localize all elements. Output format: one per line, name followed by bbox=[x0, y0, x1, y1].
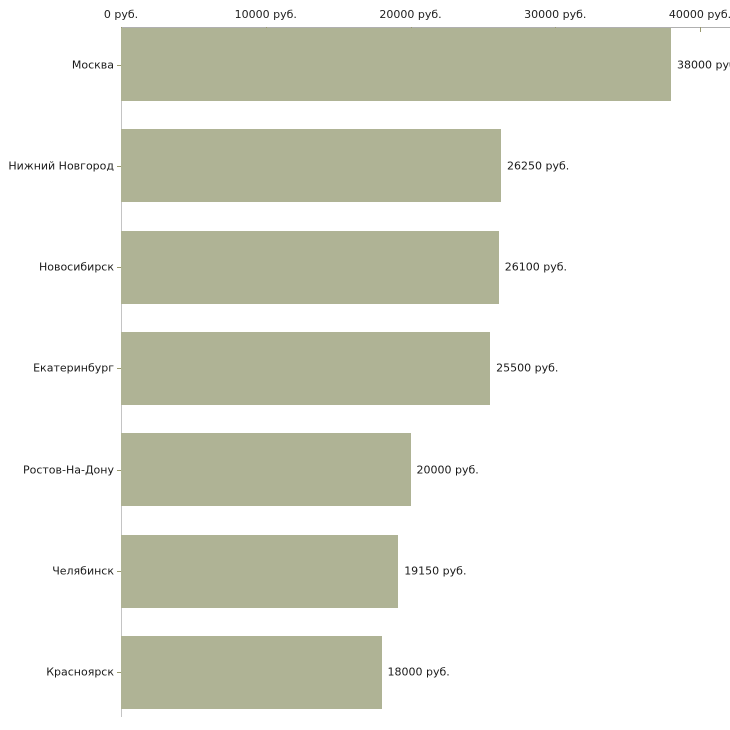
category-label: Ростов-На-Дону bbox=[22, 463, 114, 477]
category-label: Челябинск bbox=[52, 564, 114, 578]
x-tick-label-0: 0 руб. bbox=[103, 8, 139, 21]
category-label: Красноярск bbox=[46, 665, 114, 679]
x-tick-label-4: 40000 руб. bbox=[668, 8, 730, 21]
bar-value-label: 19150 руб. bbox=[404, 564, 467, 578]
x-tick-label-1: 10000 руб. bbox=[234, 8, 297, 21]
bar[interactable] bbox=[121, 129, 501, 203]
bar[interactable] bbox=[121, 635, 382, 709]
bar[interactable] bbox=[121, 534, 399, 608]
bar-value-label: 26100 руб. bbox=[504, 260, 568, 274]
x-tick-4 bbox=[700, 27, 701, 32]
bar-value-label: 26250 руб. bbox=[506, 159, 570, 173]
y-tick-2 bbox=[117, 267, 122, 269]
y-tick-5 bbox=[117, 571, 122, 572]
bar[interactable] bbox=[121, 331, 491, 405]
bar[interactable] bbox=[121, 230, 499, 304]
y-tick-4 bbox=[117, 469, 122, 471]
bar[interactable] bbox=[121, 433, 411, 507]
category-label: Екатеринбург bbox=[33, 361, 114, 375]
x-axis-line bbox=[121, 27, 730, 28]
y-tick-3 bbox=[117, 368, 122, 370]
bar-value-label: 38000 руб. bbox=[677, 58, 730, 71]
y-tick-1 bbox=[117, 165, 122, 167]
bar-value-label: 20000 руб. bbox=[416, 463, 479, 477]
category-label: Москва bbox=[71, 58, 114, 71]
category-label: Нижний Новгород bbox=[8, 159, 114, 173]
y-tick-6 bbox=[117, 672, 122, 674]
x-tick-label-2: 20000 руб. bbox=[379, 8, 442, 21]
bar-value-label: 18000 руб. bbox=[387, 665, 450, 679]
y-tick-0 bbox=[117, 64, 122, 66]
bar[interactable] bbox=[121, 28, 672, 101]
x-tick-label-3: 30000 руб. bbox=[524, 8, 587, 21]
bar-value-label: 25500 руб. bbox=[496, 361, 559, 375]
category-label: Новосибирск bbox=[38, 260, 114, 274]
